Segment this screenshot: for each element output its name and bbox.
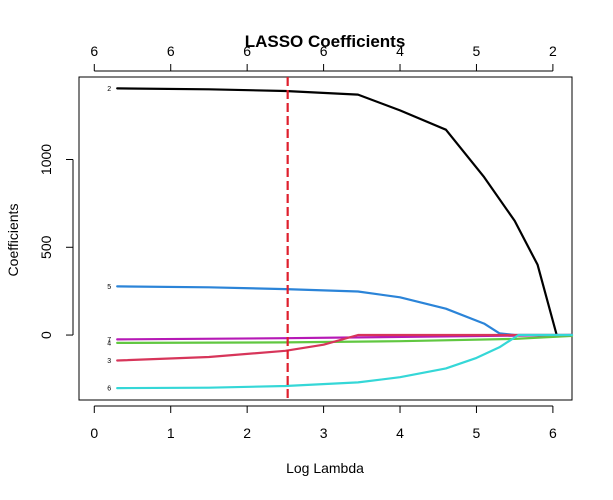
- y-tick-label: 1000: [38, 144, 54, 175]
- chart-title: LASSO Coefficients: [245, 32, 406, 51]
- series-label-2: 2: [107, 86, 111, 93]
- series-label-6: 6: [107, 386, 111, 393]
- series-layer: [116, 87, 574, 390]
- top-tick-label: 6: [167, 43, 175, 59]
- x-tick-label: 1: [167, 425, 175, 441]
- series-label-7: 7: [107, 337, 111, 344]
- top-tick-label: 4: [396, 43, 404, 59]
- y-axis-title: Coefficients: [5, 204, 21, 277]
- top-tick-label: 5: [473, 43, 481, 59]
- labels-layer: 2 5 74 3 6: [107, 86, 111, 393]
- series-label-4: 4: [107, 340, 111, 347]
- series-line-3: [116, 333, 574, 362]
- x-axis-title: Log Lambda: [286, 460, 364, 476]
- x-tick-label: 2: [243, 425, 251, 441]
- series-line-5: [116, 285, 574, 337]
- x-tick-label: 6: [549, 425, 557, 441]
- x-tick-label: 5: [473, 425, 481, 441]
- x-tick-label: 3: [320, 425, 328, 441]
- y-tick-label: 500: [38, 235, 54, 259]
- y-tick-label: 0: [38, 331, 54, 339]
- series-label-3: 3: [107, 358, 111, 365]
- series-line-4: [116, 334, 574, 344]
- x-tick-label: 4: [396, 425, 404, 441]
- series-label-5: 5: [107, 284, 111, 291]
- x-tick-label: 0: [90, 425, 98, 441]
- top-tick-label: 6: [90, 43, 98, 59]
- axes-layer: 0 1 2 3 4 5 6 0 500 1000 6 6 6 6 4 5 2: [38, 43, 573, 441]
- series-line-6: [116, 333, 574, 390]
- top-tick-label: 6: [243, 43, 251, 59]
- series-line-2: [116, 87, 558, 337]
- top-tick-label: 2: [549, 43, 557, 59]
- top-tick-label: 6: [320, 43, 328, 59]
- plot-frame: [78, 76, 573, 401]
